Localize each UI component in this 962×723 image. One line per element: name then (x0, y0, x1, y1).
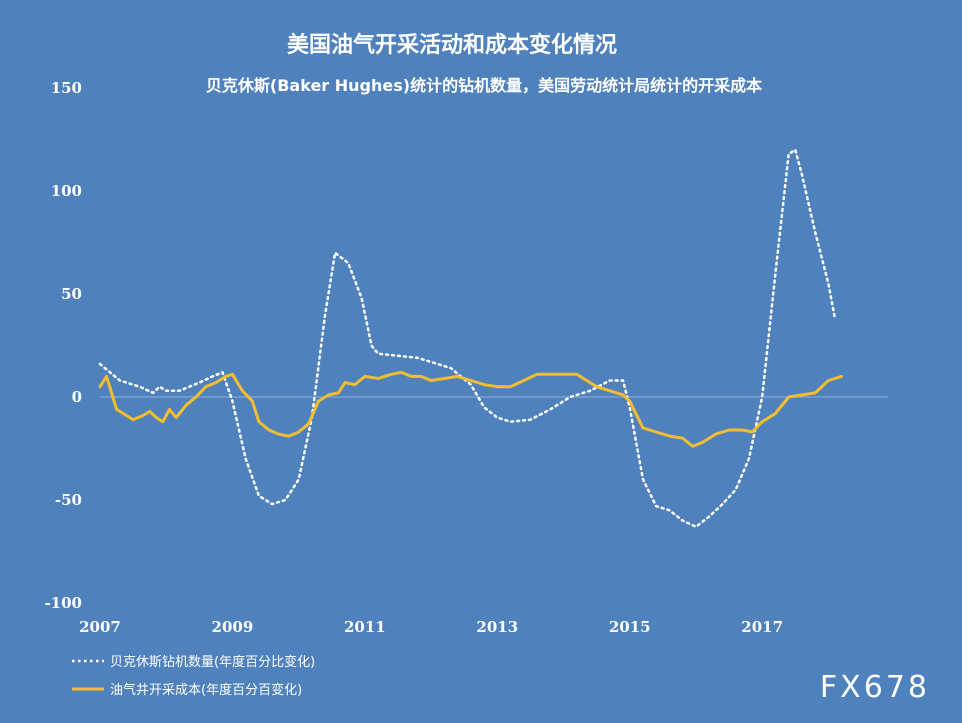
watermark-logo: FX678 (820, 670, 930, 705)
y-tick-label: 50 (61, 285, 82, 303)
x-tick-label: 2017 (741, 618, 783, 636)
series-line-drilling-cost (98, 370, 844, 448)
y-tick-label: -50 (55, 491, 82, 509)
plot-area (98, 148, 844, 529)
y-tick-label: 150 (51, 79, 82, 97)
y-axis: 150 100 50 0 -50 -100 (44, 79, 82, 612)
x-tick-label: 2009 (212, 618, 254, 636)
series-line-rig-count (98, 148, 837, 529)
chart-title: 美国油气开采活动和成本变化情况 (287, 32, 617, 58)
y-tick-label: 100 (51, 182, 82, 200)
x-tick-label: 2011 (344, 618, 386, 636)
legend: 贝克休斯钻机数量(年度百分比变化) 油气井开采成本(年度百分百变化) (72, 654, 315, 698)
x-tick-label: 2007 (79, 618, 121, 636)
y-tick-label: -100 (44, 594, 82, 612)
x-tick-label: 2013 (476, 618, 518, 636)
x-axis: 2007 2009 2011 2013 2015 2017 (79, 618, 783, 636)
legend-label-rig-count: 贝克休斯钻机数量(年度百分比变化) (110, 654, 315, 670)
legend-label-drilling-cost: 油气井开采成本(年度百分百变化) (110, 682, 302, 698)
y-tick-label: 0 (72, 388, 82, 406)
x-tick-label: 2015 (609, 618, 651, 636)
chart-subtitle: 贝克休斯(Baker Hughes)统计的钻机数量，美国劳动统计局统计的开采成本 (206, 76, 762, 95)
